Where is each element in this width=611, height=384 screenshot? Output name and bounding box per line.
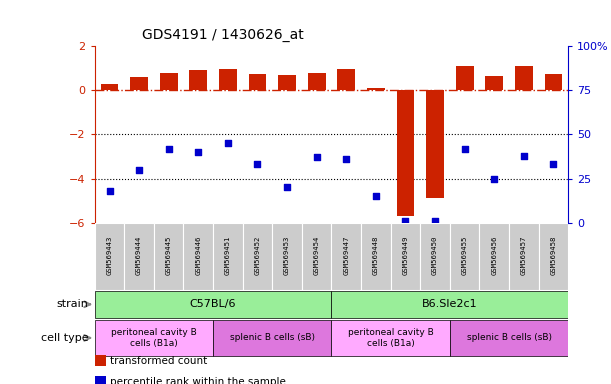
Bar	[539, 223, 568, 290]
Text: GSM569443: GSM569443	[106, 235, 112, 275]
Text: GSM569456: GSM569456	[491, 235, 497, 275]
Bar	[367, 88, 385, 90]
Text: peritoneal cavity B
cells (B1a): peritoneal cavity B cells (B1a)	[348, 328, 434, 348]
Bar	[332, 291, 568, 318]
Bar	[544, 74, 562, 90]
Text: GSM569445: GSM569445	[166, 235, 172, 275]
Text: C57BL/6: C57BL/6	[190, 299, 236, 310]
Bar	[160, 73, 178, 90]
Text: percentile rank within the sample: percentile rank within the sample	[110, 377, 286, 384]
Bar	[95, 320, 213, 356]
Bar	[273, 223, 302, 290]
Text: GSM569447: GSM569447	[343, 235, 349, 275]
Bar	[361, 223, 390, 290]
Text: splenic B cells (sB): splenic B cells (sB)	[230, 333, 315, 343]
Bar	[95, 291, 332, 318]
Bar	[308, 73, 326, 90]
Text: transformed count: transformed count	[110, 356, 207, 366]
Text: GSM569454: GSM569454	[313, 235, 320, 275]
Text: GSM569451: GSM569451	[225, 235, 231, 275]
Point	[459, 146, 469, 152]
Text: GSM569448: GSM569448	[373, 235, 379, 275]
Bar	[337, 69, 355, 90]
Bar	[450, 223, 480, 290]
Text: GSM569444: GSM569444	[136, 235, 142, 275]
Bar	[332, 320, 450, 356]
Text: GSM569452: GSM569452	[254, 235, 260, 275]
Point	[252, 161, 262, 167]
Text: peritoneal cavity B
cells (B1a): peritoneal cavity B cells (B1a)	[111, 328, 197, 348]
Bar	[509, 223, 539, 290]
Text: GSM569446: GSM569446	[196, 235, 201, 275]
Point	[134, 167, 144, 173]
Bar	[189, 70, 207, 90]
Point	[194, 149, 203, 155]
Bar	[480, 223, 509, 290]
Bar	[485, 76, 503, 90]
Text: B6.Sle2c1: B6.Sle2c1	[422, 299, 478, 310]
Point	[223, 140, 233, 146]
Bar	[450, 320, 568, 356]
Point	[549, 161, 558, 167]
Text: GSM569458: GSM569458	[551, 235, 557, 275]
Text: GDS4191 / 1430626_at: GDS4191 / 1430626_at	[142, 28, 304, 42]
Point	[164, 146, 174, 152]
Bar	[426, 90, 444, 199]
Text: GSM569457: GSM569457	[521, 235, 527, 275]
Bar	[243, 223, 273, 290]
Point	[519, 152, 529, 159]
Bar	[249, 74, 266, 90]
Bar	[101, 84, 119, 90]
Text: GSM569450: GSM569450	[432, 235, 438, 275]
Point	[371, 193, 381, 199]
Bar	[154, 223, 183, 290]
Bar	[95, 223, 124, 290]
Bar	[278, 75, 296, 90]
Point	[401, 218, 411, 224]
Text: cell type: cell type	[41, 333, 89, 343]
Point	[342, 156, 351, 162]
Point	[312, 154, 321, 161]
Bar	[213, 223, 243, 290]
Bar	[302, 223, 331, 290]
Point	[430, 218, 440, 224]
Bar	[420, 223, 450, 290]
Bar	[397, 90, 414, 216]
Bar	[390, 223, 420, 290]
Bar	[130, 77, 148, 90]
Point	[489, 175, 499, 182]
Text: GSM569449: GSM569449	[403, 235, 409, 275]
Bar	[332, 223, 361, 290]
Bar	[456, 66, 474, 90]
Bar	[124, 223, 154, 290]
Bar	[213, 320, 332, 356]
Point	[282, 184, 292, 190]
Text: GSM569455: GSM569455	[462, 235, 467, 275]
Text: strain: strain	[57, 299, 89, 310]
Bar	[515, 66, 533, 90]
Text: splenic B cells (sB): splenic B cells (sB)	[467, 333, 552, 343]
Text: GSM569453: GSM569453	[284, 235, 290, 275]
Bar	[183, 223, 213, 290]
Point	[104, 188, 114, 194]
Bar	[219, 69, 237, 90]
